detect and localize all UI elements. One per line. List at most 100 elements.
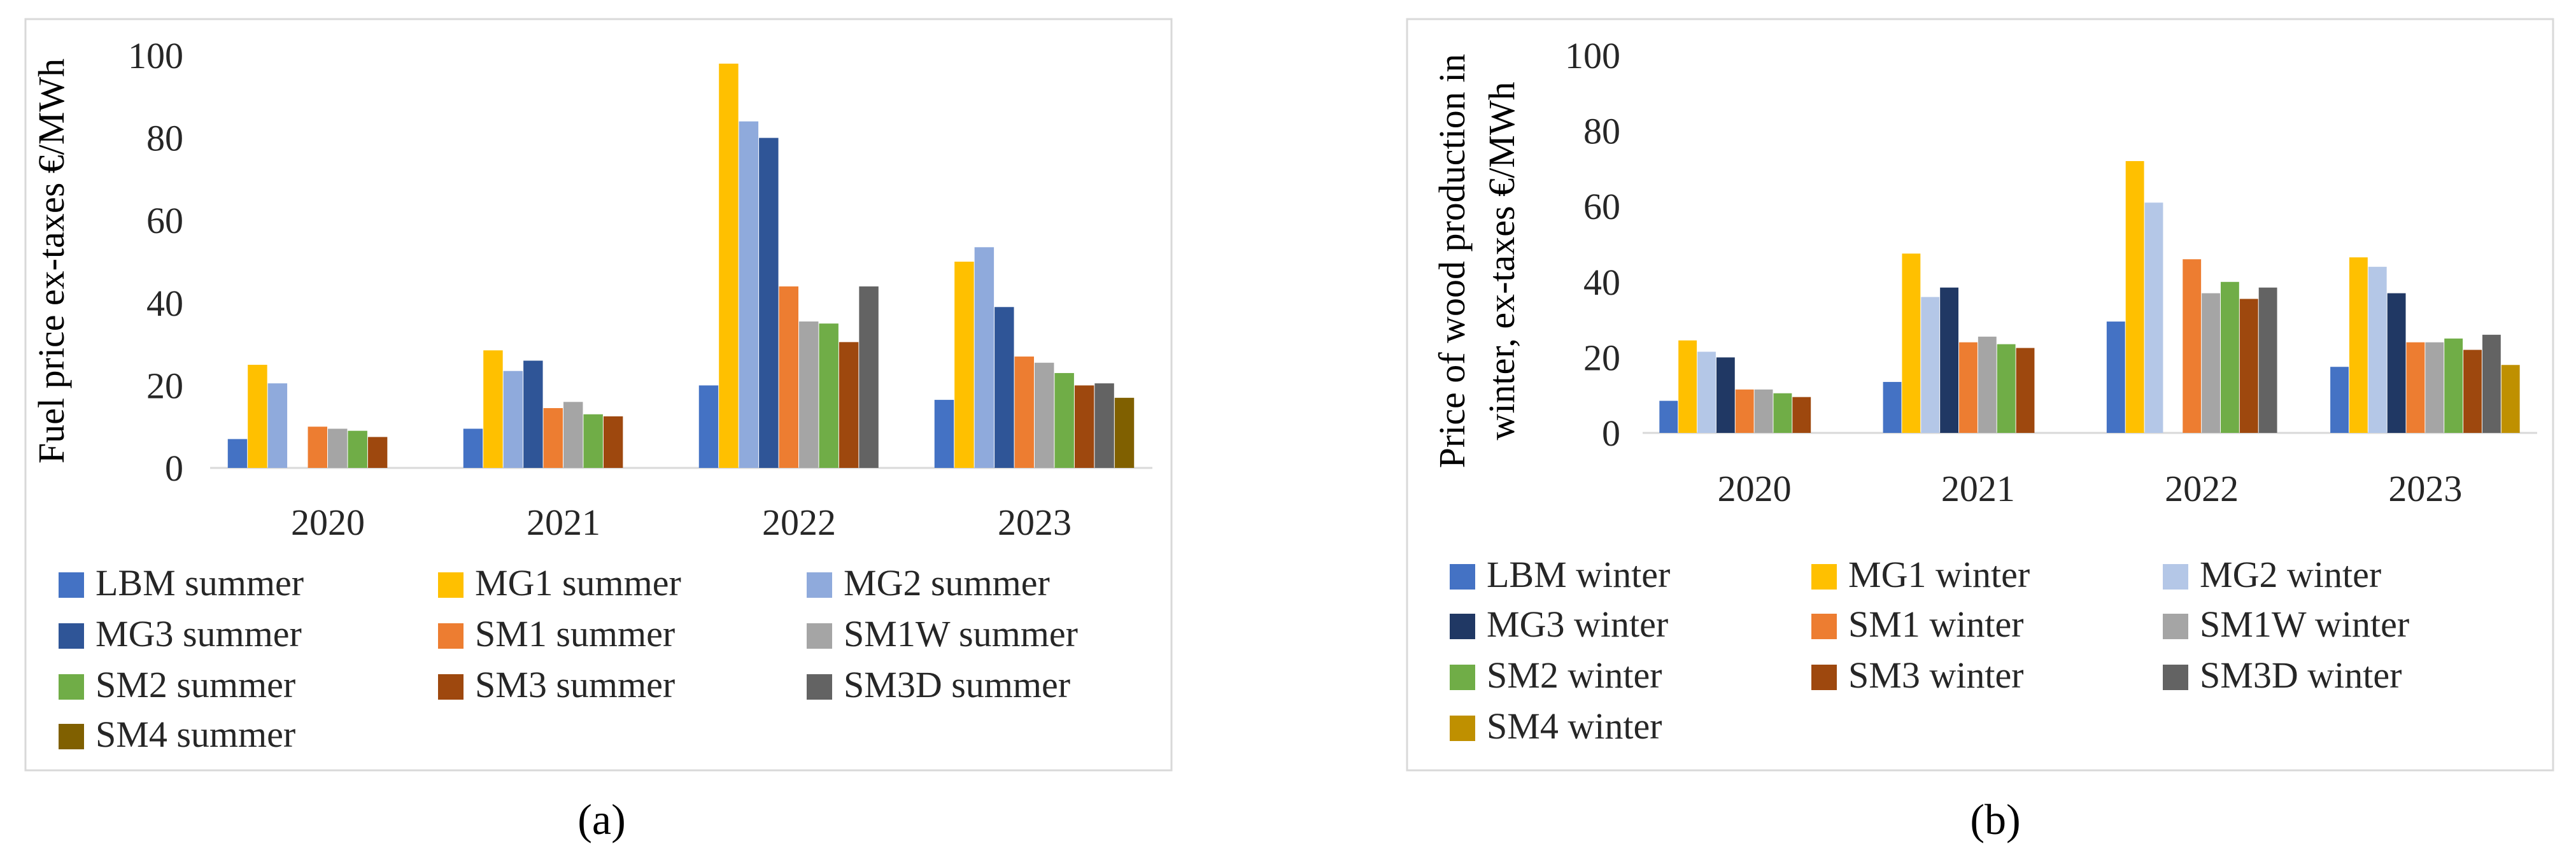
x-category-label: 2021: [527, 502, 600, 543]
y-tick-label: 20: [146, 365, 183, 406]
chart-panel-b: 0 20 40 60 80 100 2020 2021 2022 2023 Price of woo…: [1273, 0, 2576, 862]
bar-sm1-summer-2021: [543, 408, 563, 468]
legend-label: SM4 winter: [1487, 705, 1662, 747]
bar-sm3-winter-2020: [1792, 397, 1811, 433]
legend-label: SM3 winter: [1848, 654, 2024, 696]
bar-sm2-summer-2021: [583, 414, 603, 468]
x-category-label: 2022: [762, 502, 836, 543]
y-tick-label: 0: [1602, 413, 1620, 454]
bar-sm3-winter-2021: [2016, 348, 2035, 433]
legend-label: MG2 summer: [844, 562, 1050, 604]
bar-sm2-winter-2020: [1773, 393, 1792, 433]
legend-label: SM3 summer: [475, 664, 675, 705]
y-tick-label: 40: [1583, 262, 1620, 303]
bar-sm1-summer-2020: [308, 427, 327, 468]
y-tick-label: 80: [1583, 111, 1620, 152]
bar-lbm-winter-2021: [1883, 381, 1902, 433]
bar-sm1-summer-2022: [779, 286, 798, 468]
bar-mg3-winter-2023: [2387, 293, 2406, 433]
bar-sm3d-winter-2023: [2482, 334, 2501, 433]
legend-swatch: [59, 572, 84, 598]
bar-sm3d-summer-2022: [859, 286, 879, 468]
legend-label: SM2 winter: [1487, 654, 1662, 696]
legend-label: MG1 winter: [1848, 554, 2030, 595]
bar-sm3d-winter-2022: [2258, 287, 2277, 433]
bar-mg3-winter-2020: [1716, 357, 1735, 433]
legend-swatch: [2163, 564, 2188, 590]
bar-sm3d-summer-2023: [1094, 383, 1114, 468]
y-tick-label: 60: [1583, 186, 1620, 227]
bar-mg2-winter-2023: [2368, 267, 2387, 433]
bar-sm2-summer-2020: [348, 430, 367, 468]
bar-mg1-summer-2022: [719, 63, 739, 468]
legend-label: SM1W summer: [844, 613, 1078, 654]
legend-label: MG3 winter: [1487, 604, 1668, 645]
chart-b-svg: 0 20 40 60 80 100 2020 2021 2022 2023 Price of woo…: [1406, 18, 2554, 844]
y-tick-label: 40: [146, 283, 183, 324]
bar-lbm-winter-2022: [2106, 321, 2125, 433]
legend-swatch: [1811, 564, 1837, 590]
bar-mg1-summer-2020: [248, 365, 267, 468]
bar-mg1-winter-2023: [2349, 257, 2368, 433]
legend-label: LBM winter: [1487, 554, 1670, 595]
legend-label: SM1 summer: [475, 613, 675, 654]
bar-lbm-winter-2020: [1659, 400, 1678, 433]
y-axis-title: Fuel price ex-taxes €/MWh: [31, 59, 72, 463]
bar-sm3-summer-2021: [603, 416, 623, 468]
y-axis-title: Price of wood production in winter, ex-ta…: [1431, 54, 1522, 469]
legend-swatch: [2163, 614, 2188, 639]
legend-swatch: [59, 674, 84, 700]
legend-swatch: [59, 623, 84, 649]
panel-label: (b): [1970, 795, 2020, 844]
legend-label: LBM summer: [96, 562, 304, 604]
bar-sm4-summer-2023: [1114, 397, 1135, 468]
y-tick-label: 100: [1565, 35, 1620, 76]
legend-label: SM2 summer: [96, 664, 295, 705]
legend-label: MG3 summer: [96, 613, 302, 654]
bar-mg3-summer-2021: [523, 360, 543, 468]
legend-swatch: [1811, 614, 1837, 639]
bar-sm1w-winter-2022: [2202, 293, 2220, 433]
bar-mg3-summer-2023: [994, 307, 1014, 468]
legend-swatch: [59, 724, 84, 749]
legend-swatch: [807, 623, 832, 649]
bar-lbm-summer-2022: [698, 385, 719, 468]
bar-sm1-winter-2023: [2406, 342, 2425, 433]
bar-mg1-winter-2022: [2125, 161, 2144, 434]
legend-label: SM1W winter: [2200, 604, 2409, 645]
chart-panel-a: 0 20 40 60 80 100 2020 2021 2022 2023 Fuel price e…: [0, 0, 1273, 862]
legend-swatch: [1450, 665, 1475, 690]
bar-sm2-winter-2023: [2444, 338, 2463, 433]
x-category-label: 2022: [2165, 468, 2239, 509]
legend-swatch: [1450, 564, 1475, 590]
bar-mg2-summer-2020: [267, 383, 288, 468]
legend-swatch: [438, 623, 464, 649]
legend-label: MG1 summer: [475, 562, 681, 604]
bar-lbm-summer-2023: [934, 400, 954, 468]
legend-label: SM3D summer: [844, 664, 1070, 705]
bar-sm3-winter-2023: [2463, 350, 2482, 433]
legend-label: SM3D winter: [2200, 654, 2402, 696]
bar-mg1-summer-2021: [483, 350, 503, 468]
bar-mg2-winter-2020: [1697, 351, 1716, 433]
bar-sm1w-summer-2022: [799, 321, 819, 468]
x-category-label: 2021: [1941, 468, 2015, 509]
y-axis-title-line: winter, ex-taxes €/MWh: [1481, 81, 1522, 440]
legend-swatch: [438, 572, 464, 598]
legend-swatch: [807, 572, 832, 598]
y-tick-label: 100: [128, 35, 183, 76]
bar-sm1w-summer-2020: [328, 428, 348, 468]
bar-mg2-summer-2021: [503, 371, 523, 468]
legend-swatch: [1450, 716, 1475, 741]
legend-swatch: [438, 674, 464, 700]
y-tick-label: 0: [165, 448, 183, 489]
bar-sm3-summer-2022: [839, 342, 859, 468]
bar-sm1w-winter-2021: [1978, 336, 1997, 433]
bar-sm1-winter-2022: [2183, 259, 2202, 433]
y-tick-label: 80: [146, 118, 183, 159]
y-axis-title-line: Price of wood production in: [1431, 54, 1473, 469]
legend-label: SM1 winter: [1848, 604, 2024, 645]
bar-sm2-winter-2021: [1997, 344, 2016, 433]
legend-swatch: [1450, 614, 1475, 639]
x-category-label: 2020: [1718, 468, 1792, 509]
